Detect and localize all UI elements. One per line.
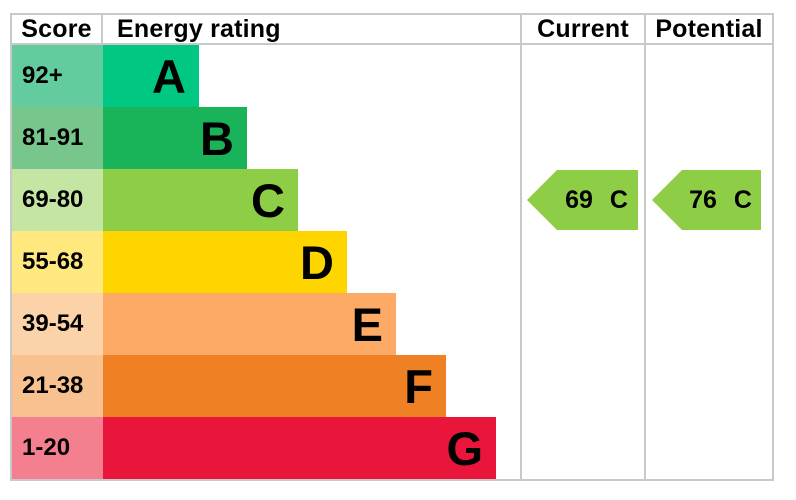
band-score-range: 92+	[12, 45, 103, 107]
band-row-e: 39-54 E	[12, 293, 772, 355]
band-row-c: 69-80 C 69 C 76 C	[12, 169, 772, 231]
current-column-header: Current	[520, 15, 644, 43]
band-row-g: 1-20 G	[12, 417, 772, 479]
band-row-b: 81-91 B	[12, 107, 772, 169]
band-bar-d: D	[103, 231, 347, 293]
band-row-d: 55-68 D	[12, 231, 772, 293]
potential-band-letter: C	[733, 185, 752, 214]
band-score-range: 39-54	[12, 293, 103, 355]
energy-rating-column-header: Energy rating	[117, 14, 281, 43]
band-bar-e: E	[103, 293, 396, 355]
band-score-range: 21-38	[12, 355, 103, 417]
band-row-f: 21-38 F	[12, 355, 772, 417]
current-score-value: 69	[565, 185, 593, 214]
epc-rating-chart: Score Energy rating Current Potential 92…	[10, 13, 774, 481]
band-score-range: 69-80	[12, 169, 103, 231]
band-score-range: 81-91	[12, 107, 103, 169]
potential-column-header: Potential	[644, 15, 772, 43]
band-bar-b: B	[103, 107, 247, 169]
current-band-letter: C	[609, 185, 628, 214]
band-bar-c: C	[103, 169, 298, 231]
band-bar-f: F	[103, 355, 446, 417]
potential-rating-arrow: 76 C	[652, 170, 761, 230]
header-row: Score Energy rating Current Potential	[12, 15, 772, 45]
potential-score-value: 76	[689, 185, 717, 214]
score-column-header: Score	[12, 15, 103, 43]
band-score-range: 55-68	[12, 231, 103, 293]
band-score-range: 1-20	[12, 417, 103, 479]
current-rating-arrow: 69 C	[527, 170, 638, 230]
band-row-a: 92+ A	[12, 45, 772, 107]
band-bar-g: G	[103, 417, 496, 479]
band-bar-a: A	[103, 45, 199, 107]
